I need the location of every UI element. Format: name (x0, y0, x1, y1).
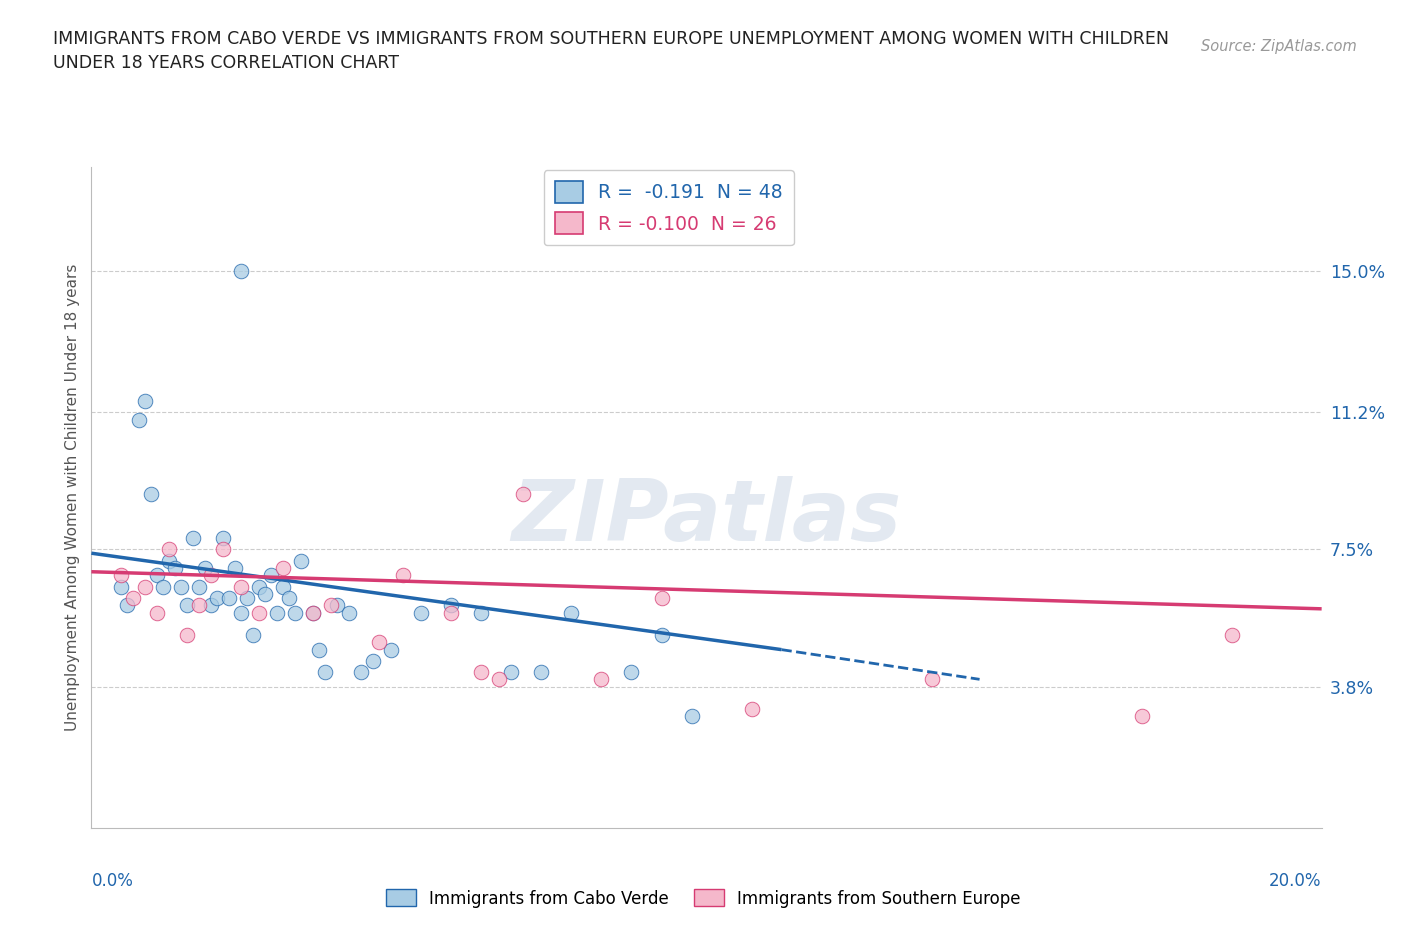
Point (501, 664, 523, 679)
Point (681, 709, 703, 724)
Point (200, 568, 222, 583)
Point (339, 605, 361, 620)
Point (128, 412, 150, 427)
Point (212, 531, 235, 546)
Point (1220, 628, 1243, 643)
Text: 0.0%: 0.0% (91, 872, 134, 890)
Point (380, 643, 402, 658)
Point (321, 598, 343, 613)
Y-axis label: Unemployment Among Women with Children Under 18 years: Unemployment Among Women with Children U… (65, 264, 80, 731)
Point (134, 579, 156, 594)
Point (188, 579, 211, 594)
Point (266, 605, 288, 620)
Point (242, 628, 264, 643)
Point (200, 598, 222, 613)
Text: ZIPatlas: ZIPatlas (512, 476, 901, 559)
Point (188, 598, 211, 613)
Point (194, 561, 217, 576)
Point (165, 561, 187, 576)
Point (249, 605, 271, 620)
Point (290, 553, 312, 568)
Point (273, 579, 295, 594)
Point (110, 568, 132, 583)
Point (212, 542, 235, 557)
Point (183, 531, 205, 546)
Point (152, 579, 174, 594)
Point (231, 579, 253, 594)
Point (146, 568, 169, 583)
Text: 20.0%: 20.0% (1270, 872, 1322, 890)
Point (207, 591, 229, 605)
Point (741, 701, 763, 716)
Point (278, 591, 301, 605)
Point (363, 654, 385, 669)
Point (440, 605, 463, 620)
Point (110, 579, 132, 594)
Point (176, 598, 198, 613)
Point (392, 568, 415, 583)
Text: IMMIGRANTS FROM CABO VERDE VS IMMIGRANTS FROM SOUTHERN EUROPE UNEMPLOYMENT AMONG: IMMIGRANTS FROM CABO VERDE VS IMMIGRANTS… (53, 30, 1170, 47)
Legend: Immigrants from Cabo Verde, Immigrants from Southern Europe: Immigrants from Cabo Verde, Immigrants f… (378, 883, 1028, 914)
Point (218, 591, 240, 605)
Point (314, 664, 336, 679)
Point (1130, 709, 1153, 724)
Text: UNDER 18 YEARS CORRELATION CHART: UNDER 18 YEARS CORRELATION CHART (53, 54, 399, 72)
Text: Source: ZipAtlas.com: Source: ZipAtlas.com (1201, 39, 1357, 54)
Point (236, 591, 259, 605)
Point (560, 605, 582, 620)
Point (470, 664, 492, 679)
Point (470, 605, 492, 620)
Point (157, 553, 180, 568)
Legend: R =  -0.191  N = 48, R = -0.100  N = 26: R = -0.191 N = 48, R = -0.100 N = 26 (544, 170, 794, 246)
Point (146, 605, 169, 620)
Point (440, 598, 463, 613)
Point (368, 635, 391, 650)
Point (170, 579, 193, 594)
Point (620, 664, 643, 679)
Point (231, 605, 253, 620)
Point (134, 393, 156, 408)
Point (650, 591, 672, 605)
Point (224, 561, 246, 576)
Point (530, 664, 553, 679)
Point (350, 664, 373, 679)
Point (650, 628, 672, 643)
Point (254, 587, 277, 602)
Point (141, 486, 163, 501)
Point (249, 579, 271, 594)
Point (176, 628, 198, 643)
Point (921, 671, 943, 686)
Point (302, 605, 325, 620)
Point (231, 264, 253, 279)
Point (512, 486, 534, 501)
Point (284, 605, 307, 620)
Point (122, 591, 145, 605)
Point (273, 561, 295, 576)
Point (308, 643, 330, 658)
Point (157, 542, 180, 557)
Point (411, 605, 433, 620)
Point (260, 568, 283, 583)
Point (117, 598, 139, 613)
Point (302, 605, 325, 620)
Point (591, 671, 613, 686)
Point (326, 598, 349, 613)
Point (488, 671, 510, 686)
